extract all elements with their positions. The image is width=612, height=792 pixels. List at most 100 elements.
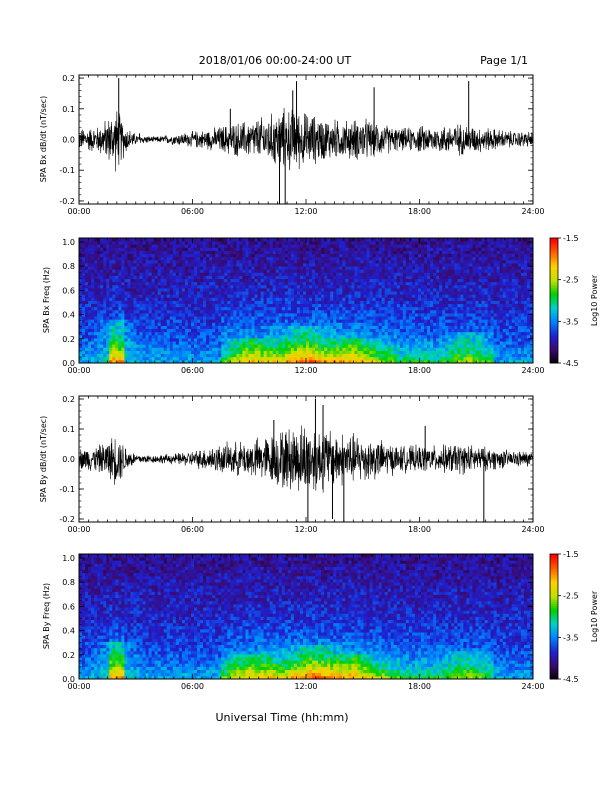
heatmap-cell (390, 288, 395, 292)
heatmap-cell (263, 300, 268, 305)
heatmap-cell (172, 350, 177, 355)
heatmap-cell (339, 281, 343, 286)
heatmap-cell (85, 341, 89, 345)
heatmap-cell (272, 331, 277, 336)
heatmap-cell (97, 322, 101, 326)
heatmap-cell (336, 275, 340, 280)
heatmap-cell (82, 272, 86, 276)
heatmap-cell (136, 325, 140, 330)
heatmap-cell (299, 331, 304, 336)
heatmap-cell (236, 250, 240, 255)
heatmap-cell (181, 247, 186, 251)
heatmap-cell (369, 356, 373, 361)
heatmap-cell (206, 259, 210, 264)
heatmap-cell (124, 316, 128, 320)
heatmap-cell (106, 319, 110, 323)
heatmap-cell (194, 353, 198, 358)
heatmap-cell (154, 238, 159, 242)
heatmap-cell (212, 288, 216, 292)
heatmap-cell (417, 250, 422, 255)
heatmap-cell (287, 272, 292, 276)
heatmap-cell (91, 281, 95, 286)
heatmap-cell (411, 269, 416, 273)
heatmap-cell (281, 309, 286, 314)
heatmap-cell (439, 353, 443, 358)
heatmap-cell (321, 291, 325, 295)
heatmap-cell (160, 325, 165, 330)
heatmap-cell (378, 306, 383, 311)
heatmap-cell (405, 241, 410, 245)
heatmap-cell (312, 306, 316, 311)
heatmap-cell (414, 356, 419, 361)
heatmap-cell (284, 288, 289, 292)
heatmap-cell (151, 334, 156, 339)
heatmap-cell (312, 250, 316, 255)
heatmap-cell (109, 341, 113, 345)
heatmap-cell (133, 328, 137, 333)
heatmap-cell (369, 350, 373, 355)
heatmap-cell (430, 353, 434, 358)
heatmap-cell (190, 291, 195, 295)
heatmap-cell (296, 353, 301, 358)
heatmap-cell (239, 288, 243, 292)
heatmap-cell (257, 284, 261, 289)
heatmap-cell (230, 278, 234, 283)
heatmap-cell (91, 353, 95, 358)
heatmap-cell (124, 272, 128, 276)
heatmap-cell (333, 359, 337, 364)
heatmap-cell (411, 331, 416, 336)
heatmap-cell (402, 259, 407, 264)
heatmap-cell (402, 325, 407, 330)
heatmap-cell (115, 347, 119, 351)
heatmap-cell (417, 291, 422, 295)
heatmap-cell (136, 256, 140, 261)
heatmap-cell (154, 263, 159, 267)
heatmap-cell (197, 259, 201, 264)
heatmap-cell (312, 319, 316, 323)
heatmap-cell (197, 266, 201, 270)
heatmap-cell (145, 309, 150, 314)
heatmap-cell (269, 256, 274, 261)
heatmap-cell (351, 294, 355, 298)
heatmap-cell (79, 344, 83, 348)
heatmap-cell (284, 300, 289, 305)
heatmap-cell (227, 306, 231, 311)
heatmap-cell (251, 347, 255, 351)
heatmap-cell (118, 278, 122, 283)
heatmap-cell (384, 256, 389, 261)
heatmap-cell (378, 253, 383, 258)
heatmap-cell (148, 344, 153, 348)
heatmap-cell (151, 356, 156, 361)
heatmap-cell (333, 278, 337, 283)
heatmap-cell (251, 331, 255, 336)
heatmap-cell (91, 291, 95, 295)
heatmap-cell (424, 284, 428, 289)
heatmap-cell (266, 331, 271, 336)
heatmap-cell (79, 334, 83, 339)
heatmap-cell (433, 303, 437, 308)
heatmap-cell (91, 297, 95, 301)
heatmap-cell (402, 241, 407, 245)
heatmap-cell (88, 350, 92, 355)
heatmap-cell (109, 344, 113, 348)
heatmap-cell (242, 288, 246, 292)
heatmap-cell (381, 250, 386, 255)
heatmap-cell (133, 353, 137, 358)
heatmap-cell (369, 344, 373, 348)
heatmap-cell (348, 306, 352, 311)
heatmap-cell (351, 309, 355, 314)
heatmap-cell (348, 359, 352, 364)
heatmap-cell (396, 281, 401, 286)
heatmap-cell (257, 319, 261, 323)
heatmap-cell (306, 288, 310, 292)
heatmap-cell (421, 281, 425, 286)
heatmap-cell (414, 344, 419, 348)
heatmap-cell (266, 284, 271, 289)
heatmap-cell (269, 347, 274, 351)
heatmap-cell (112, 284, 116, 289)
heatmap-cell (327, 347, 331, 351)
heatmap-cell (366, 297, 370, 301)
heatmap-cell (251, 241, 255, 245)
heatmap-cell (302, 331, 307, 336)
heatmap-cell (136, 266, 140, 270)
